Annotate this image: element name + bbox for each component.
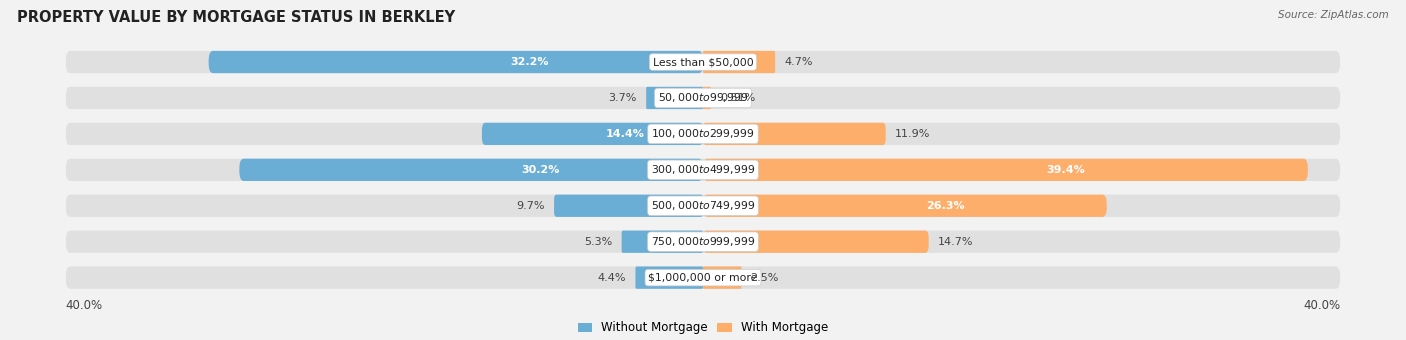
FancyBboxPatch shape [703,51,775,73]
FancyBboxPatch shape [703,267,741,289]
Text: 5.3%: 5.3% [583,237,613,247]
Text: $500,000 to $749,999: $500,000 to $749,999 [651,199,755,212]
Text: $750,000 to $999,999: $750,000 to $999,999 [651,235,755,248]
Legend: Without Mortgage, With Mortgage: Without Mortgage, With Mortgage [574,317,832,339]
FancyBboxPatch shape [703,194,1107,217]
FancyBboxPatch shape [66,51,1340,73]
FancyBboxPatch shape [703,123,886,145]
Text: 39.4%: 39.4% [1046,165,1085,175]
Text: $300,000 to $499,999: $300,000 to $499,999 [651,163,755,176]
Text: 3.7%: 3.7% [609,93,637,103]
FancyBboxPatch shape [66,231,1340,253]
FancyBboxPatch shape [66,87,1340,109]
Text: 9.7%: 9.7% [516,201,546,211]
Text: 32.2%: 32.2% [510,57,550,67]
Text: 14.7%: 14.7% [938,237,973,247]
Text: 2.5%: 2.5% [751,273,779,283]
Text: 26.3%: 26.3% [927,201,965,211]
Text: $100,000 to $299,999: $100,000 to $299,999 [651,128,755,140]
Text: 0.51%: 0.51% [720,93,755,103]
FancyBboxPatch shape [66,159,1340,181]
Text: Less than $50,000: Less than $50,000 [652,57,754,67]
FancyBboxPatch shape [636,267,703,289]
FancyBboxPatch shape [647,87,703,109]
FancyBboxPatch shape [554,194,703,217]
FancyBboxPatch shape [482,123,703,145]
Text: 11.9%: 11.9% [894,129,931,139]
Text: PROPERTY VALUE BY MORTGAGE STATUS IN BERKLEY: PROPERTY VALUE BY MORTGAGE STATUS IN BER… [17,10,456,25]
FancyBboxPatch shape [239,159,703,181]
Text: 4.4%: 4.4% [598,273,626,283]
Text: 14.4%: 14.4% [606,129,645,139]
FancyBboxPatch shape [703,159,1308,181]
Text: $50,000 to $99,999: $50,000 to $99,999 [658,91,748,104]
Text: 30.2%: 30.2% [522,165,560,175]
Text: Source: ZipAtlas.com: Source: ZipAtlas.com [1278,10,1389,20]
FancyBboxPatch shape [208,51,703,73]
Text: 40.0%: 40.0% [1303,299,1340,312]
Text: 4.7%: 4.7% [785,57,813,67]
FancyBboxPatch shape [66,123,1340,145]
FancyBboxPatch shape [66,267,1340,289]
FancyBboxPatch shape [703,87,711,109]
Text: $1,000,000 or more: $1,000,000 or more [648,273,758,283]
FancyBboxPatch shape [66,194,1340,217]
FancyBboxPatch shape [703,231,929,253]
Text: 40.0%: 40.0% [66,299,103,312]
FancyBboxPatch shape [621,231,703,253]
